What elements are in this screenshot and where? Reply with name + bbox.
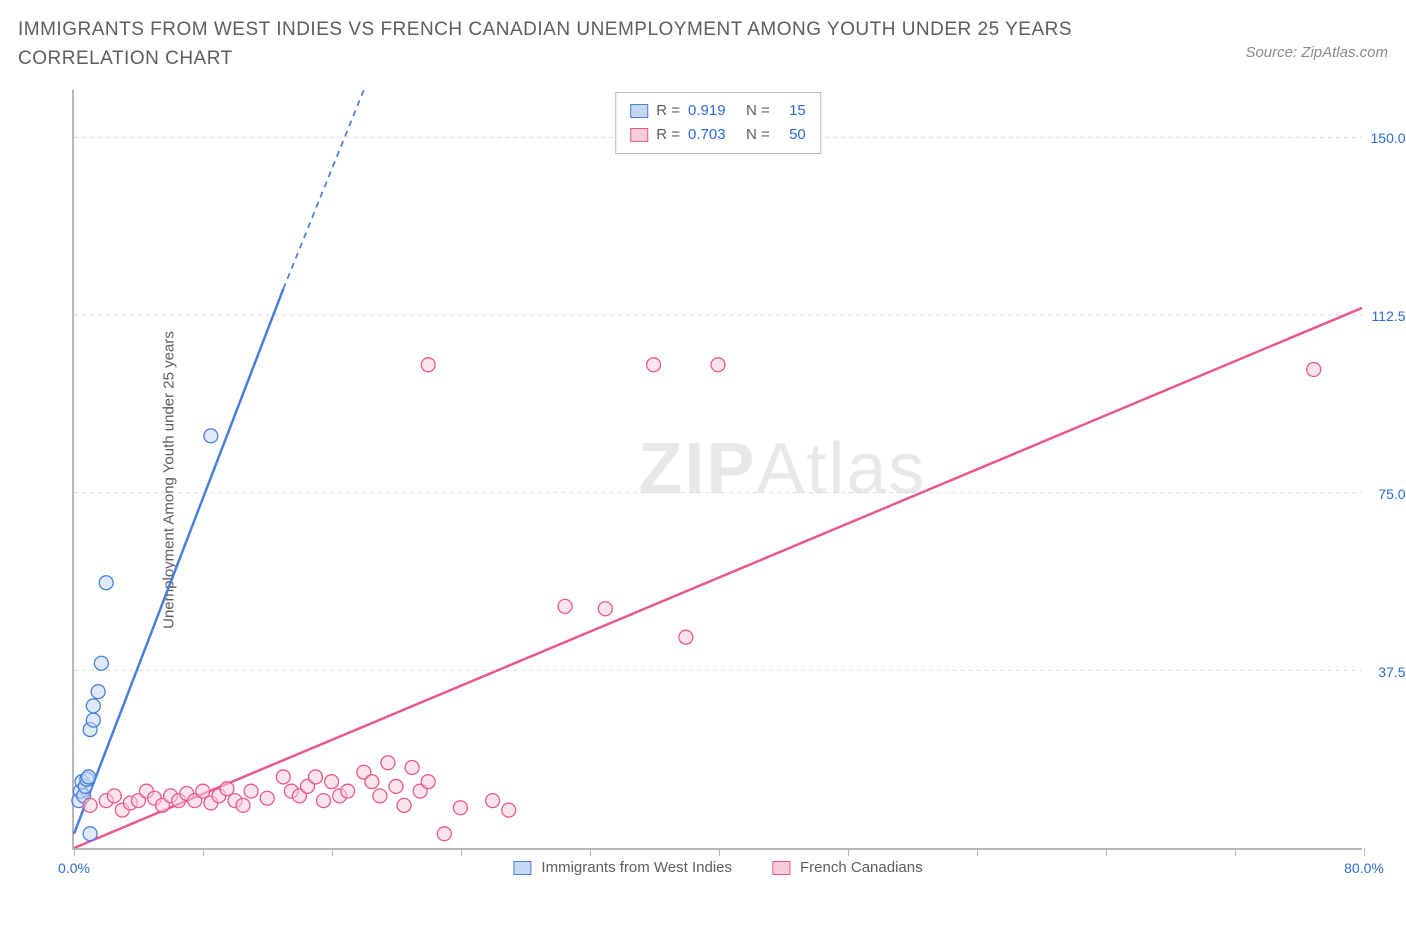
x-tick [848, 848, 849, 856]
data-point [91, 685, 105, 699]
data-point [86, 713, 100, 727]
data-point [365, 775, 379, 789]
legend-swatch [772, 861, 790, 875]
data-point [309, 770, 323, 784]
x-tick [1106, 848, 1107, 856]
data-point [1307, 363, 1321, 377]
data-point [83, 798, 97, 812]
legend-row: R = 0.703 N = 50 [630, 123, 806, 147]
data-point [86, 699, 100, 713]
data-point [94, 656, 108, 670]
series-legend: Immigrants from West Indies French Canadi… [513, 859, 922, 876]
legend-r-value: 0.919 [688, 99, 738, 123]
data-point [405, 760, 419, 774]
data-point [236, 798, 250, 812]
x-tick [719, 848, 720, 856]
chart-container: Unemployment Among Youth under 25 years … [60, 90, 1380, 870]
data-point [389, 779, 403, 793]
data-point [325, 775, 339, 789]
legend-r-label: R = [656, 123, 680, 147]
y-tick-label: 112.5% [1372, 308, 1406, 324]
source-attribution: Source: ZipAtlas.com [1245, 44, 1388, 61]
x-tick [332, 848, 333, 856]
data-point [276, 770, 290, 784]
legend-r-value: 0.703 [688, 123, 738, 147]
legend-n-value: 50 [778, 123, 806, 147]
legend-swatch [630, 128, 648, 142]
data-point [341, 784, 355, 798]
x-tick [461, 848, 462, 856]
data-point [711, 358, 725, 372]
data-point [83, 827, 97, 841]
legend-swatch [513, 861, 531, 875]
legend-r-label: R = [656, 99, 680, 123]
legend-n-label: N = [746, 99, 770, 123]
data-point [220, 782, 234, 796]
data-point [397, 798, 411, 812]
legend-n-value: 15 [778, 99, 806, 123]
plot-area: ZIPAtlas 37.5%75.0%112.5%150.0% 0.0%80.0… [72, 90, 1362, 850]
data-point [421, 775, 435, 789]
x-tick-label: 0.0% [58, 860, 90, 876]
data-point [317, 794, 331, 808]
data-point [558, 599, 572, 613]
series-label: Immigrants from West Indies [541, 859, 732, 876]
data-point [196, 784, 210, 798]
data-point [244, 784, 258, 798]
chart-title: IMMIGRANTS FROM WEST INDIES VS FRENCH CA… [18, 16, 1118, 73]
stats-legend: R = 0.919 N = 15 R = 0.703 N = 50 [615, 92, 821, 154]
series-label: French Canadians [800, 859, 923, 876]
x-tick [977, 848, 978, 856]
data-point [82, 770, 96, 784]
series-legend-item: Immigrants from West Indies [513, 859, 732, 876]
data-point [421, 358, 435, 372]
y-tick-label: 150.0% [1371, 130, 1406, 146]
data-point [486, 794, 500, 808]
data-point [99, 576, 113, 590]
x-tick [74, 848, 75, 856]
x-tick [1364, 848, 1365, 856]
data-point [598, 602, 612, 616]
plot-svg [74, 90, 1362, 848]
legend-n-label: N = [746, 123, 770, 147]
data-point [381, 756, 395, 770]
data-point [437, 827, 451, 841]
legend-swatch [630, 104, 648, 118]
data-point [647, 358, 661, 372]
x-tick [1235, 848, 1236, 856]
data-point [679, 630, 693, 644]
data-point [107, 789, 121, 803]
x-tick [590, 848, 591, 856]
data-point [204, 429, 218, 443]
series-legend-item: French Canadians [772, 859, 923, 876]
y-tick-label: 37.5% [1378, 664, 1406, 680]
y-tick-label: 75.0% [1378, 486, 1406, 502]
legend-row: R = 0.919 N = 15 [630, 99, 806, 123]
data-point [373, 789, 387, 803]
x-tick [203, 848, 204, 856]
x-tick-label: 80.0% [1344, 860, 1384, 876]
data-point [502, 803, 516, 817]
data-point [260, 791, 274, 805]
data-point [453, 801, 467, 815]
